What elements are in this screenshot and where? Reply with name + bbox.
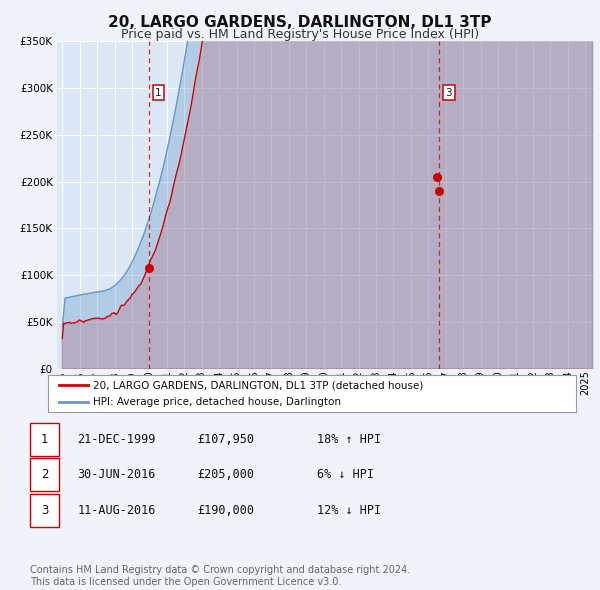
Text: 20, LARGO GARDENS, DARLINGTON, DL1 3TP: 20, LARGO GARDENS, DARLINGTON, DL1 3TP bbox=[108, 15, 492, 30]
Text: 11-AUG-2016: 11-AUG-2016 bbox=[77, 504, 156, 517]
Text: Price paid vs. HM Land Registry's House Price Index (HPI): Price paid vs. HM Land Registry's House … bbox=[121, 28, 479, 41]
Text: 20, LARGO GARDENS, DARLINGTON, DL1 3TP (detached house): 20, LARGO GARDENS, DARLINGTON, DL1 3TP (… bbox=[93, 380, 423, 390]
Text: 21-DEC-1999: 21-DEC-1999 bbox=[77, 433, 156, 446]
Text: 3: 3 bbox=[445, 88, 452, 98]
FancyBboxPatch shape bbox=[30, 494, 59, 527]
Text: 30-JUN-2016: 30-JUN-2016 bbox=[77, 468, 156, 481]
Text: 6% ↓ HPI: 6% ↓ HPI bbox=[317, 468, 374, 481]
FancyBboxPatch shape bbox=[30, 422, 59, 456]
Text: 1: 1 bbox=[41, 433, 48, 446]
Text: 1: 1 bbox=[155, 88, 162, 98]
Text: 2: 2 bbox=[41, 468, 48, 481]
Text: 3: 3 bbox=[41, 504, 48, 517]
Text: £190,000: £190,000 bbox=[197, 504, 254, 517]
Text: 18% ↑ HPI: 18% ↑ HPI bbox=[317, 433, 382, 446]
Text: HPI: Average price, detached house, Darlington: HPI: Average price, detached house, Darl… bbox=[93, 397, 341, 407]
FancyBboxPatch shape bbox=[30, 458, 59, 491]
Text: Contains HM Land Registry data © Crown copyright and database right 2024.
This d: Contains HM Land Registry data © Crown c… bbox=[30, 565, 410, 587]
FancyBboxPatch shape bbox=[48, 375, 576, 412]
Text: £107,950: £107,950 bbox=[197, 433, 254, 446]
Text: 12% ↓ HPI: 12% ↓ HPI bbox=[317, 504, 382, 517]
Text: £205,000: £205,000 bbox=[197, 468, 254, 481]
